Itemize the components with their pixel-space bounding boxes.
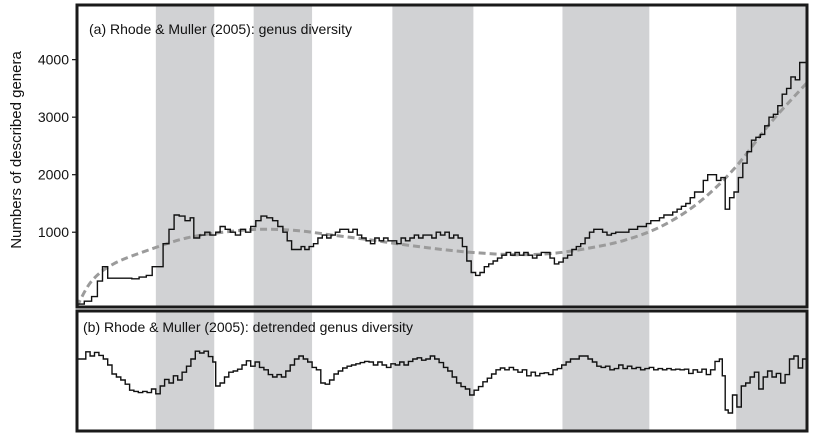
panel-a-frame [75, 3, 809, 309]
panel-a-title: (a) Rhode & Muller (2005): genus diversi… [89, 21, 352, 37]
panel-b-title: (b) Rhode & Muller (2005): detrended gen… [83, 319, 413, 335]
panel-a-band-4 [562, 5, 650, 307]
panel-a-y-ticks: 1000 2000 3000 4000 [38, 52, 77, 240]
y-axis-label: Numbers of described genera [8, 51, 25, 249]
panel-b: (b) Rhode & Muller (2005): detrended gen… [75, 309, 809, 433]
y-tick-label-4000: 4000 [38, 52, 69, 68]
panel-a-band-5 [736, 5, 807, 307]
panel-a-band-2 [253, 5, 313, 307]
panel-a: 1000 2000 3000 4000 (a) Rhode & Muller (200… [38, 3, 809, 309]
panel-a-genus-diversity-series [77, 61, 807, 305]
panel-a-band-3 [392, 5, 474, 307]
panel-a-band-1 [155, 5, 215, 307]
panel-a-shaded-bands [155, 5, 807, 307]
panel-b-band-2 [253, 311, 313, 431]
panel-b-shaded-bands [155, 311, 807, 431]
panel-b-band-3 [392, 311, 474, 431]
panel-b-band-4 [562, 311, 650, 431]
panel-b-band-1 [155, 311, 215, 431]
y-tick-label-1000: 1000 [38, 224, 69, 240]
panel-b-detrended-series [77, 350, 808, 414]
y-tick-label-2000: 2000 [38, 167, 69, 183]
y-tick-label-3000: 3000 [38, 109, 69, 125]
panel-b-frame [75, 309, 809, 433]
